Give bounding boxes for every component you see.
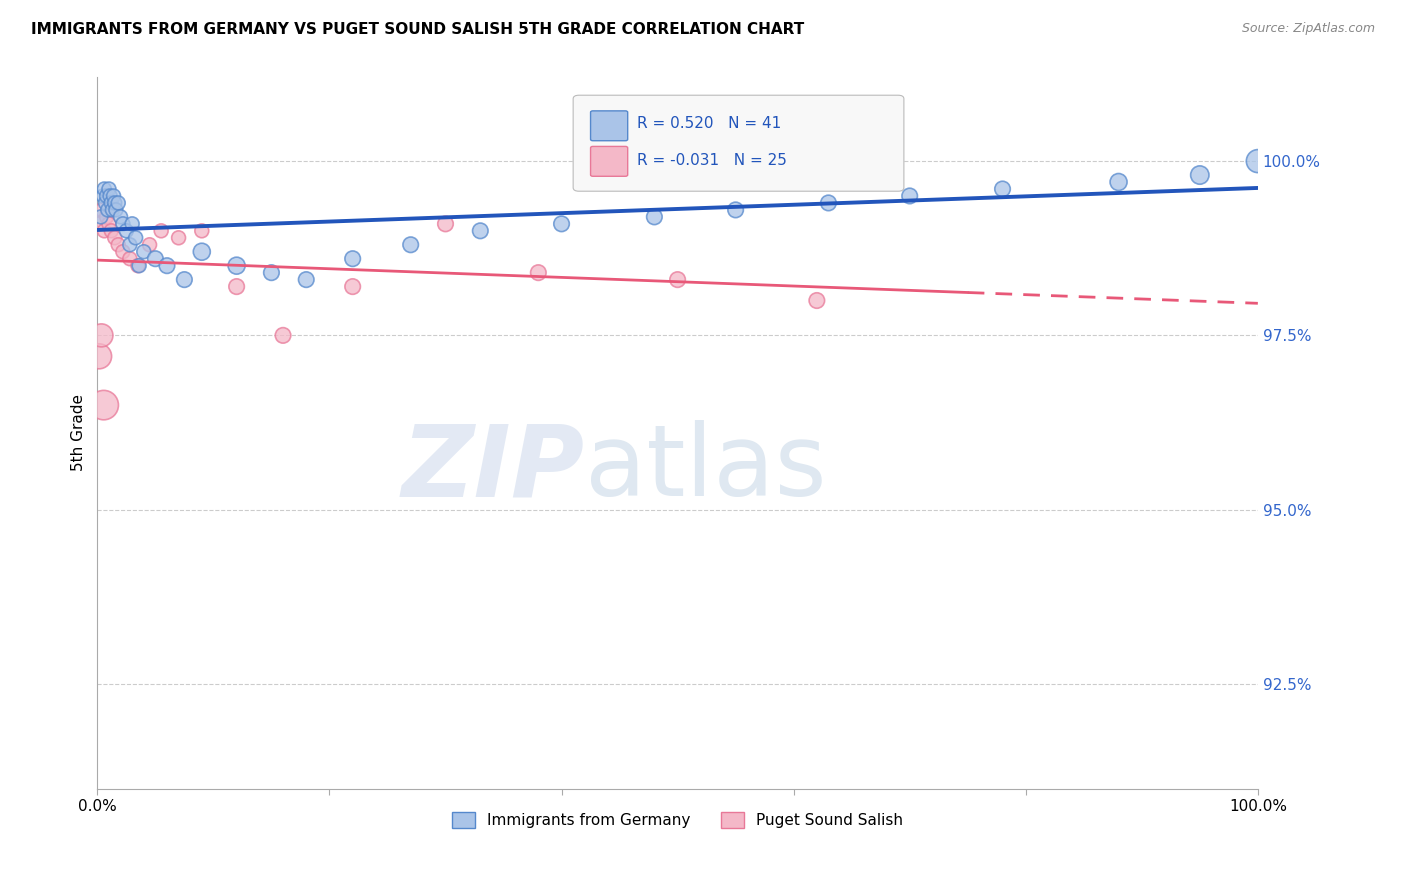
- Point: [111, 217, 134, 231]
- Point: [104, 231, 127, 245]
- Point: [87, 349, 110, 363]
- Point: [173, 272, 195, 286]
- Point: [260, 266, 283, 280]
- Point: [342, 252, 364, 266]
- Point: [118, 237, 141, 252]
- Point: [643, 210, 665, 224]
- Point: [271, 328, 294, 343]
- Point: [93, 182, 115, 196]
- Point: [111, 244, 134, 259]
- Point: [104, 202, 127, 217]
- Point: [124, 231, 146, 245]
- Point: [132, 244, 155, 259]
- Point: [127, 259, 149, 273]
- Point: [107, 237, 129, 252]
- Point: [90, 210, 112, 224]
- Point: [225, 259, 247, 273]
- Point: [96, 210, 118, 224]
- Point: [103, 189, 125, 203]
- Point: [145, 252, 167, 266]
- Point: [110, 210, 132, 224]
- Point: [342, 279, 364, 293]
- Point: [101, 202, 124, 217]
- Point: [156, 259, 179, 273]
- Point: [167, 231, 190, 245]
- Point: [898, 189, 921, 203]
- Point: [295, 272, 318, 286]
- Point: [128, 259, 150, 273]
- Point: [89, 217, 111, 231]
- Point: [806, 293, 828, 308]
- Point: [104, 195, 127, 210]
- FancyBboxPatch shape: [574, 95, 904, 191]
- FancyBboxPatch shape: [591, 111, 627, 141]
- Point: [96, 189, 118, 203]
- Point: [100, 195, 122, 210]
- Point: [191, 224, 214, 238]
- Point: [550, 217, 572, 231]
- Point: [91, 202, 114, 217]
- Point: [434, 217, 457, 231]
- Point: [100, 224, 122, 238]
- Point: [527, 266, 550, 280]
- Point: [115, 224, 138, 238]
- Point: [191, 244, 214, 259]
- Point: [97, 202, 120, 217]
- Text: IMMIGRANTS FROM GERMANY VS PUGET SOUND SALISH 5TH GRADE CORRELATION CHART: IMMIGRANTS FROM GERMANY VS PUGET SOUND S…: [31, 22, 804, 37]
- Point: [93, 398, 115, 412]
- FancyBboxPatch shape: [591, 146, 627, 177]
- Point: [107, 195, 129, 210]
- Point: [98, 189, 121, 203]
- Point: [118, 252, 141, 266]
- Point: [93, 224, 115, 238]
- Y-axis label: 5th Grade: 5th Grade: [72, 394, 86, 472]
- Legend: Immigrants from Germany, Puget Sound Salish: Immigrants from Germany, Puget Sound Sal…: [446, 806, 910, 834]
- Point: [94, 195, 117, 210]
- Point: [150, 224, 173, 238]
- Point: [1108, 175, 1130, 189]
- Text: Source: ZipAtlas.com: Source: ZipAtlas.com: [1241, 22, 1375, 36]
- Point: [91, 189, 114, 203]
- Point: [225, 279, 247, 293]
- Text: R = -0.031   N = 25: R = -0.031 N = 25: [637, 153, 787, 168]
- Point: [724, 202, 747, 217]
- Point: [1188, 168, 1211, 182]
- Text: R = 0.520   N = 41: R = 0.520 N = 41: [637, 116, 782, 131]
- Point: [817, 195, 839, 210]
- Point: [399, 237, 422, 252]
- Point: [121, 217, 143, 231]
- Point: [97, 182, 120, 196]
- Point: [991, 182, 1014, 196]
- Point: [470, 224, 492, 238]
- Text: ZIP: ZIP: [402, 420, 585, 517]
- Point: [138, 237, 160, 252]
- Point: [1247, 154, 1270, 169]
- Text: atlas: atlas: [585, 420, 827, 517]
- Point: [90, 328, 112, 343]
- Point: [666, 272, 689, 286]
- Point: [97, 217, 120, 231]
